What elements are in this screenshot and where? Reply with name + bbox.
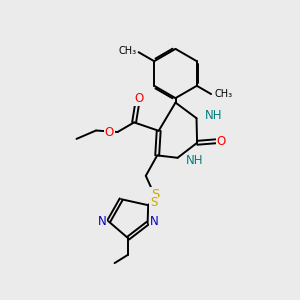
Text: S: S bbox=[151, 188, 160, 201]
Text: NH: NH bbox=[205, 109, 222, 122]
Text: NH: NH bbox=[186, 154, 203, 167]
Text: CH₃: CH₃ bbox=[214, 89, 232, 99]
Text: O: O bbox=[105, 125, 114, 139]
Text: O: O bbox=[217, 135, 226, 148]
Text: CH₃: CH₃ bbox=[118, 46, 136, 56]
Text: N: N bbox=[150, 215, 159, 228]
Text: N: N bbox=[98, 215, 106, 228]
Text: S: S bbox=[150, 196, 157, 209]
Text: O: O bbox=[134, 92, 143, 105]
